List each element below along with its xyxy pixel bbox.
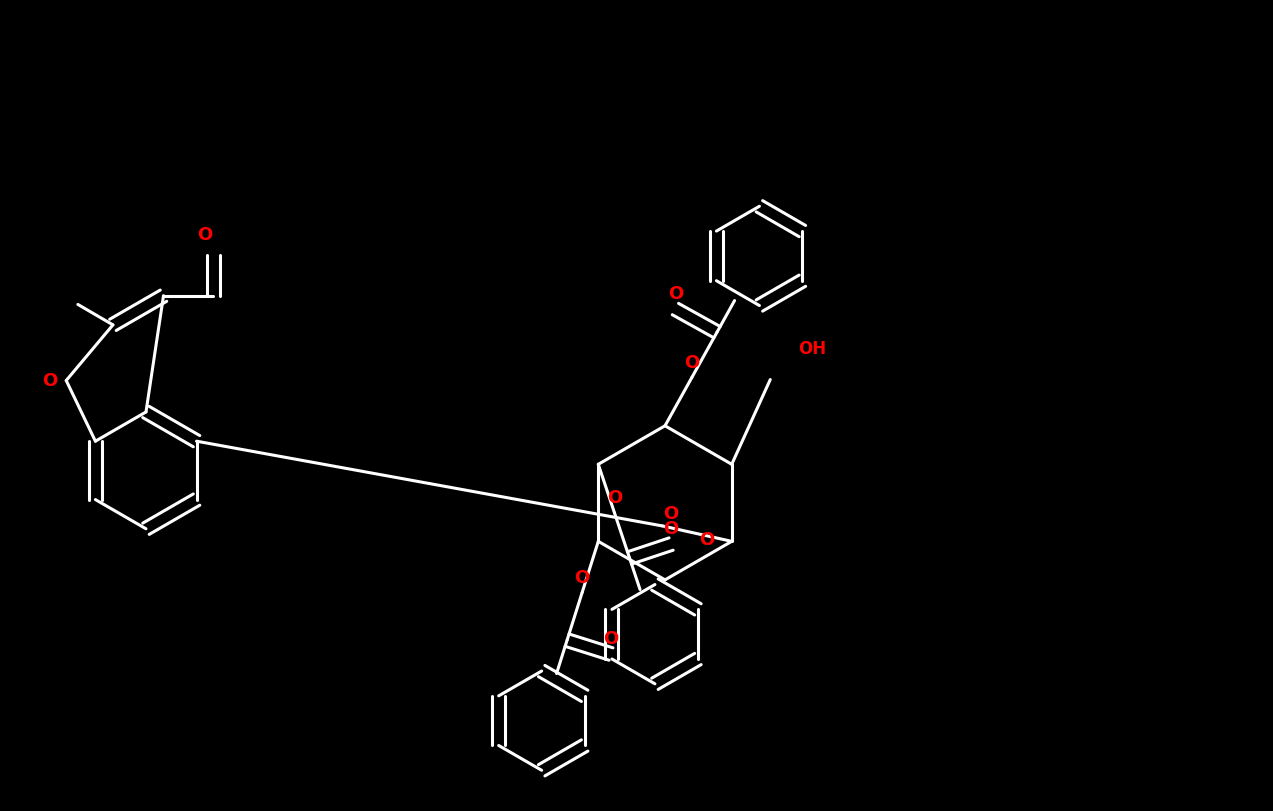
- Text: OH: OH: [798, 340, 826, 358]
- Text: O: O: [663, 504, 679, 523]
- Text: O: O: [663, 521, 679, 539]
- Text: O: O: [685, 354, 700, 371]
- Text: O: O: [699, 531, 714, 549]
- Text: O: O: [42, 371, 57, 389]
- Text: O: O: [603, 630, 619, 649]
- Text: O: O: [668, 285, 684, 303]
- Text: O: O: [607, 489, 622, 507]
- Text: O: O: [197, 225, 213, 243]
- Text: O: O: [574, 569, 589, 587]
